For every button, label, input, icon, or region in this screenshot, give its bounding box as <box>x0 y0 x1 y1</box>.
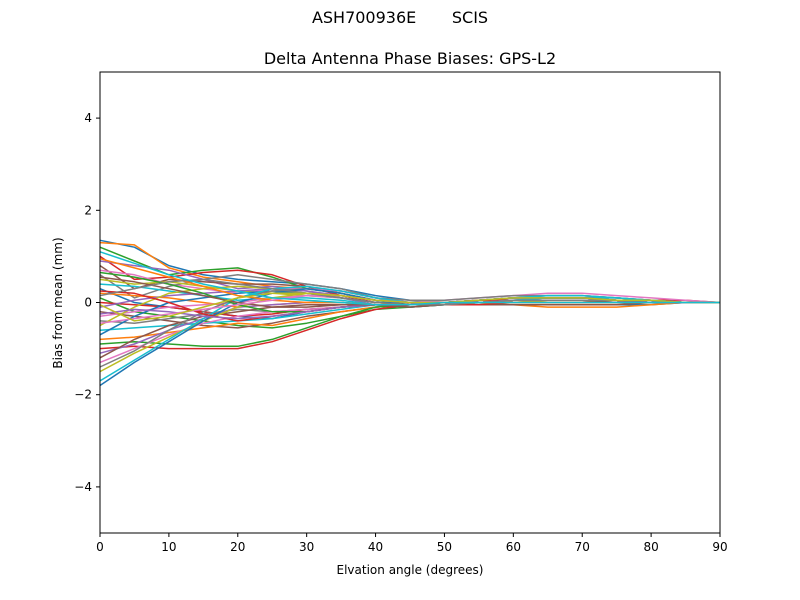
y-tick-label: 4 <box>84 111 92 125</box>
y-axis-label: Bias from mean (mm) <box>51 237 65 368</box>
y-tick-label: −2 <box>74 388 92 402</box>
series-line-22 <box>99 301 720 341</box>
series-line-1 <box>99 239 720 306</box>
x-tick-label: 70 <box>575 540 590 554</box>
y-tick-label: −4 <box>74 480 92 494</box>
x-tick-label: 10 <box>161 540 176 554</box>
x-tick-label: 30 <box>299 540 314 554</box>
x-tick-label: 90 <box>712 540 727 554</box>
x-axis-label: Elvation angle (degrees) <box>337 563 484 577</box>
x-tick-label: 40 <box>368 540 383 554</box>
x-tick-label: 50 <box>437 540 452 554</box>
y-tick-label: 2 <box>84 203 92 217</box>
series-line-2 <box>99 241 720 308</box>
axes-layer: 0 10 20 30 40 50 60 70 80 90 −4 −2 0 2 4 <box>74 71 728 554</box>
series-line-21 <box>99 290 720 336</box>
series-layer <box>99 239 721 387</box>
x-tick-label: 80 <box>643 540 658 554</box>
series-line-39 <box>99 292 720 322</box>
y-tick-label: 0 <box>84 296 92 310</box>
figure-suptitle: ASH700936E SCIS <box>311 8 489 27</box>
x-tick-label: 20 <box>230 540 245 554</box>
series-line-40 <box>99 251 720 306</box>
plot-title: Delta Antenna Phase Biases: GPS-L2 <box>264 49 556 68</box>
x-tick-label: 60 <box>506 540 521 554</box>
x-tick-label: 0 <box>96 540 104 554</box>
